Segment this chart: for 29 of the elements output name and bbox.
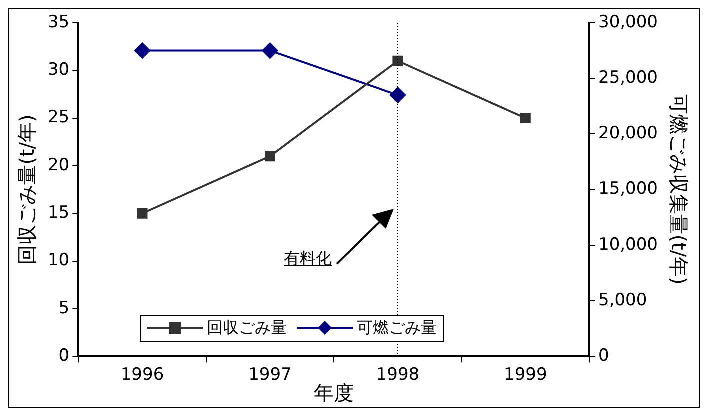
- y-tick-label: 30: [48, 60, 70, 80]
- y2-tick-label: 30,000: [598, 12, 658, 32]
- point: [137, 208, 148, 219]
- point: [264, 151, 276, 162]
- y2-tick-label: 5,000: [598, 290, 648, 310]
- y-tick-label: 20: [48, 155, 70, 176]
- annotation: 有料化: [284, 248, 332, 270]
- y2-tick-label: 25,000: [598, 68, 658, 88]
- y-axis-title: 回収ごみ量(t/年): [15, 114, 40, 265]
- x-tick-label: 1997: [248, 365, 292, 386]
- y-tick-label: 35: [48, 12, 70, 32]
- y-tick-label: 5: [58, 298, 70, 318]
- x-tick-label: 1998: [376, 365, 420, 386]
- point: [392, 56, 404, 66]
- y2-tick-label: 10,000: [598, 234, 658, 255]
- x-tick-label: 1996: [120, 365, 164, 386]
- legend-label: 可燃ごみ量: [356, 318, 437, 339]
- x-axis-title: 年度: [314, 381, 354, 406]
- y2-tick-label: 20,000: [598, 124, 658, 144]
- y-tick-label: 25: [48, 108, 70, 128]
- legend-label: 回収ごみ量: [206, 318, 287, 339]
- y2-tick-label: 0: [598, 346, 610, 366]
- y-tick-label: 0: [58, 346, 70, 366]
- point: [520, 113, 531, 124]
- y-tick-label: 15: [48, 203, 70, 224]
- y2-axis-title: 可燃ごみ収集量(t/年): [666, 94, 691, 285]
- y2-tick-label: 15,000: [598, 179, 658, 200]
- x-tick-label: 1999: [504, 365, 548, 386]
- y-tick-label: 10: [48, 250, 70, 271]
